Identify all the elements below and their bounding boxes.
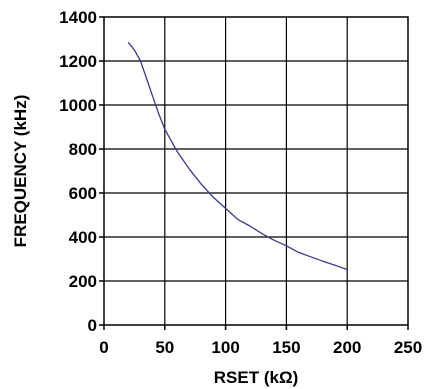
x-tick-label: 250 [394, 338, 422, 357]
ticks: 0 200 400 600 800 1000 1200 1400 0 50 100 150 200 250 [59, 8, 422, 357]
series [127, 41, 348, 271]
grid [104, 17, 408, 325]
x-axis-title: RSET (kΩ) [214, 368, 298, 387]
x-tick-label: 0 [99, 338, 108, 357]
series-line [127, 41, 348, 271]
x-tick-label: 200 [333, 338, 361, 357]
y-tick-label: 600 [69, 184, 97, 203]
y-axis-title: FREQUENCY (kHz) [11, 95, 30, 248]
y-tick-label: 1200 [59, 52, 97, 71]
x-tick-label: 100 [211, 338, 239, 357]
y-tick-label: 1400 [59, 8, 97, 27]
y-tick-label: 200 [69, 272, 97, 291]
x-tick-label: 150 [272, 338, 300, 357]
y-tick-label: 1000 [59, 96, 97, 115]
y-tick-label: 800 [69, 140, 97, 159]
x-tick-label: 50 [155, 338, 174, 357]
plot-frame [103, 16, 409, 326]
y-tick-label: 0 [88, 316, 97, 335]
y-tick-label: 400 [69, 228, 97, 247]
